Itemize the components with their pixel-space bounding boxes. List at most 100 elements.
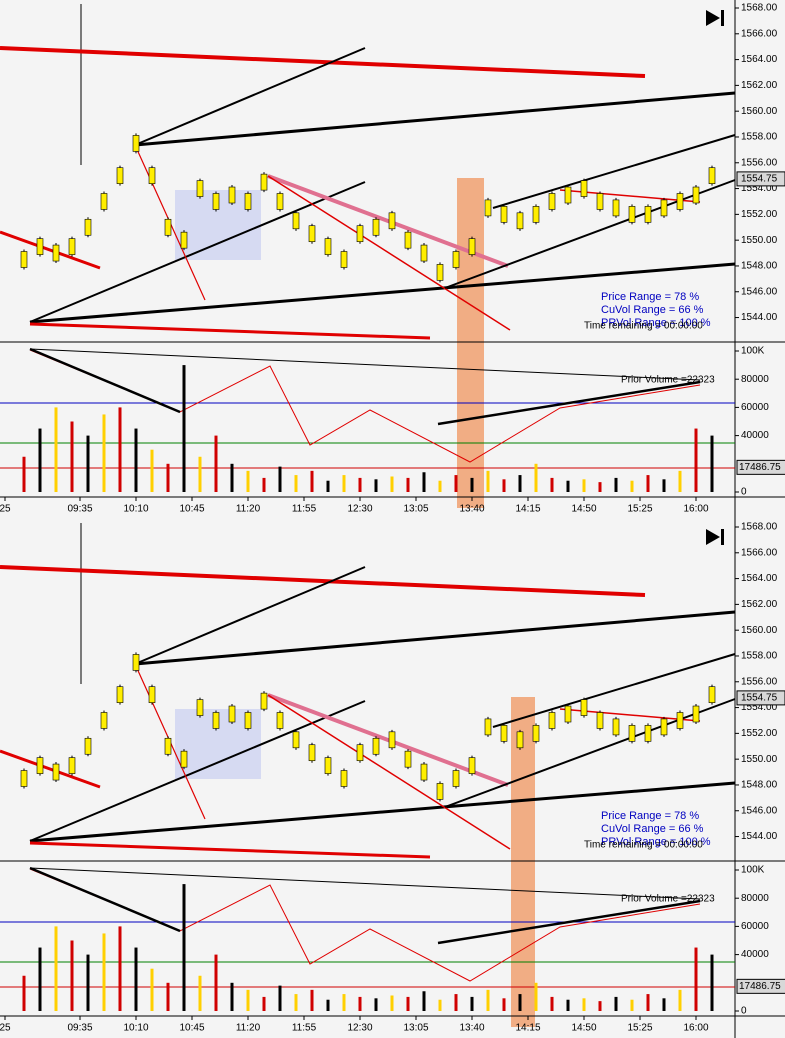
price-bar <box>532 206 540 223</box>
price-bar <box>404 231 412 249</box>
price-bar <box>388 731 396 749</box>
volume-bar <box>246 470 250 492</box>
volume-bar <box>550 477 554 492</box>
volume-bar <box>102 414 106 492</box>
volume-bar <box>502 479 506 492</box>
stat: PRVol Range = 100 % <box>601 836 711 848</box>
price-bar <box>612 718 620 736</box>
trend-line <box>134 566 366 665</box>
volume-bar <box>374 998 378 1011</box>
price-bar <box>628 206 636 223</box>
volume-bar <box>486 989 490 1011</box>
y-tick-label: 1566.00 <box>741 28 778 39</box>
volume-bar <box>598 482 602 492</box>
highlight <box>511 697 535 1027</box>
volume-bar <box>262 477 266 492</box>
price-bar <box>420 244 428 262</box>
x-tick-label: 16:00 <box>683 1023 708 1034</box>
price-bar <box>372 737 380 755</box>
volume-bar <box>150 968 154 1011</box>
x-tick-label: 13:40 <box>459 1023 484 1034</box>
last-price-box <box>736 171 785 187</box>
trend-line <box>492 134 736 209</box>
trend-line <box>134 91 736 147</box>
volume-bar <box>230 982 234 1011</box>
price-bar <box>596 193 604 210</box>
highlight <box>457 178 484 508</box>
y-tick-label: 1554.00 <box>741 702 778 713</box>
volume-bar <box>246 989 250 1011</box>
last-price: 1554.75 <box>741 693 778 704</box>
price-bar <box>564 705 572 723</box>
volume-bar <box>22 975 26 1011</box>
volume-bar <box>310 470 314 492</box>
volume-bar <box>294 475 298 492</box>
background <box>0 519 785 1038</box>
trend <box>29 348 701 381</box>
y-tick-label: 1558.00 <box>741 651 778 662</box>
y-tick-label: 1566.00 <box>741 547 778 558</box>
price-bar <box>132 135 140 152</box>
price-bar <box>196 699 204 716</box>
price-bar <box>212 193 220 210</box>
x-tick-label: 11:20 <box>236 504 261 515</box>
volume-bar <box>390 995 394 1011</box>
price-bar <box>340 251 348 268</box>
last-price: 1554.75 <box>741 174 778 185</box>
volume-bar <box>310 989 314 1011</box>
price-bar <box>468 238 476 255</box>
y-tick-label: 1560.00 <box>741 106 778 117</box>
volume-bar <box>54 407 58 492</box>
trend-line <box>29 181 366 323</box>
volume-bar <box>630 999 634 1011</box>
price-bar <box>148 686 156 703</box>
price-bar <box>708 167 716 184</box>
price-bar <box>148 167 156 184</box>
volume-bar <box>198 975 202 1011</box>
x-tick-label: 13:40 <box>459 504 484 515</box>
price-bar <box>68 238 76 255</box>
y2-tick-label: 40000 <box>741 430 769 441</box>
y-tick-label: 1548.00 <box>741 780 778 791</box>
volume-bar <box>534 463 538 492</box>
trend-line <box>0 46 646 78</box>
price-bar <box>276 193 284 210</box>
trend-line <box>444 179 736 289</box>
background <box>0 0 785 519</box>
volume-bar <box>86 435 90 492</box>
volume-bar <box>214 954 218 1011</box>
y2-tick-label: 100K <box>741 865 765 876</box>
y-tick-label: 1564.00 <box>741 54 778 65</box>
price-bar <box>660 718 668 736</box>
y2-tick-label: 80000 <box>741 374 769 385</box>
trend-line <box>134 610 736 666</box>
price-bar <box>548 712 556 729</box>
volume-bar <box>278 985 282 1011</box>
trend <box>437 380 701 426</box>
volume-bar <box>454 475 458 492</box>
volume-bar <box>710 435 714 492</box>
price-bar <box>532 725 540 742</box>
volume-bar <box>70 421 74 492</box>
trend <box>29 868 701 982</box>
price-bar <box>292 731 300 749</box>
stat: Price Range = 78 % <box>601 291 699 303</box>
volume-bar <box>678 989 682 1011</box>
price-bar <box>356 225 364 243</box>
volume-bar <box>118 926 122 1011</box>
y2-tick-label: 0 <box>741 1006 747 1017</box>
trend-line <box>267 175 511 331</box>
x-tick-label: 12:30 <box>347 1023 372 1034</box>
volume-bar <box>326 999 330 1011</box>
y-tick-label: 1562.00 <box>741 80 778 91</box>
price-bar <box>244 712 252 729</box>
stat: Time remaining = 00:00:00 <box>584 321 703 332</box>
y-tick-label: 1544.00 <box>741 312 778 323</box>
price-bar <box>468 757 476 774</box>
x-tick-label: 14:50 <box>571 504 596 515</box>
price-bar <box>644 206 652 223</box>
y-tick-label: 1556.00 <box>741 676 778 687</box>
price-bar <box>100 193 108 210</box>
y2-tick-label: 60000 <box>741 921 769 932</box>
volume-bar <box>678 470 682 492</box>
